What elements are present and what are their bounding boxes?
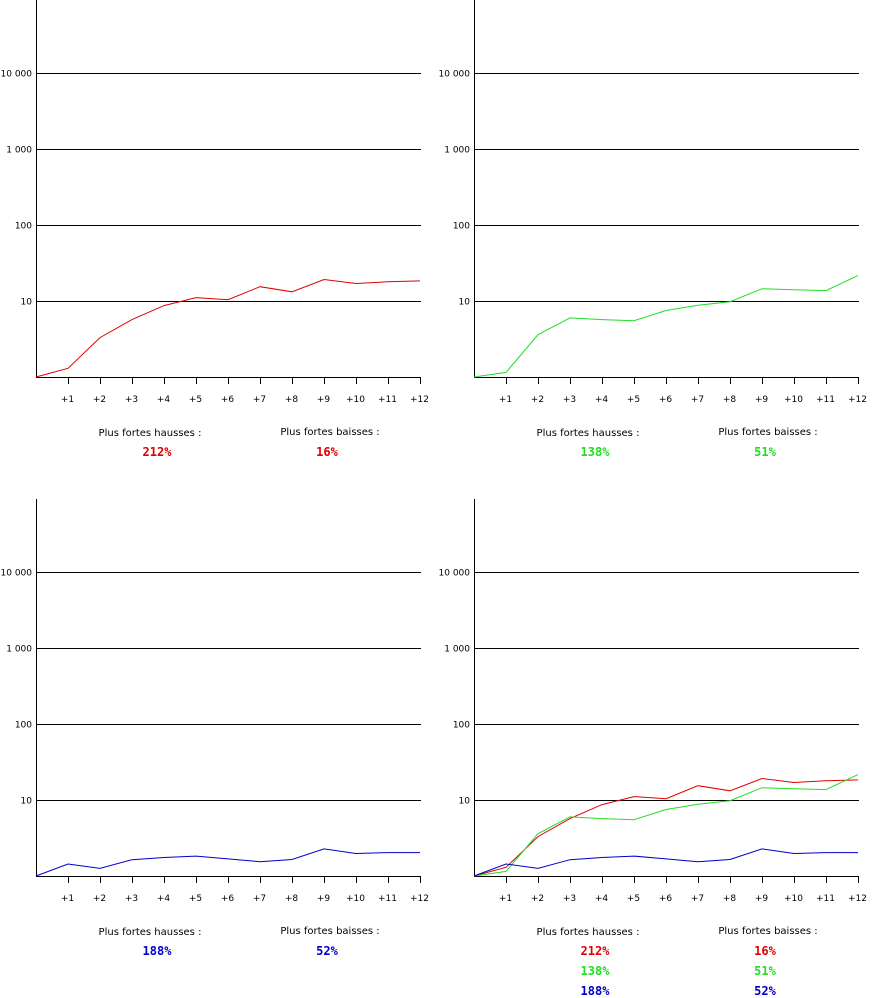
x-tick-label: +1 — [499, 395, 512, 405]
hausses-label: Plus fortes hausses : — [536, 428, 640, 439]
x-tick-label: +6 — [221, 395, 235, 405]
x-tick-label: +2 — [531, 894, 544, 904]
y-tick-label: 100 — [453, 721, 470, 731]
chart-svg: 10 100 1 000 10 000 +1 +2 +3 +4 +5 +6 +7 +8 +9 +10 +11… — [1, 499, 429, 904]
x-tick-label: +4 — [595, 395, 609, 405]
x-tick-label: +1 — [61, 894, 74, 904]
baisses-label: Plus fortes baisses : — [718, 926, 818, 937]
x-tick-label: +11 — [378, 395, 397, 405]
baisses-label: Plus fortes baisses : — [718, 427, 818, 438]
x-tick-label: +8 — [285, 894, 299, 904]
chart-svg: 10 100 1 000 10 000 +1 +2 +3 +4 +5 +6 +7 +8 +9 +10 +11… — [439, 499, 867, 904]
x-tick-label: +9 — [755, 894, 769, 904]
hausses-value: 188% — [580, 984, 610, 998]
y-tick-label: 100 — [15, 222, 32, 232]
x-tick-label: +3 — [125, 894, 138, 904]
series-line-red — [35, 278, 421, 378]
x-tick-label: +6 — [659, 894, 673, 904]
x-tick-label: +9 — [755, 395, 769, 405]
series-line-green — [473, 275, 859, 378]
x-tick-label: +11 — [816, 395, 835, 405]
y-tick-label: 10 — [459, 298, 471, 308]
y-tick-label: 10 — [21, 797, 33, 807]
x-tick-label: +4 — [595, 894, 609, 904]
hausses-value: 138% — [580, 445, 610, 459]
x-tick-label: +4 — [157, 894, 171, 904]
chart-panel-3: 10 100 1 000 10 000 +1 +2 +3 +4 +5 +6 +7 +8 +9 +10 +11… — [0, 499, 437, 997]
x-tick-label: +10 — [346, 395, 365, 405]
y-tick-label: 1 000 — [6, 146, 32, 156]
y-tick-label: 1 000 — [444, 645, 470, 655]
y-tick-label: 100 — [453, 222, 470, 232]
x-tick-label: +5 — [627, 894, 640, 904]
x-tick-label: +1 — [499, 894, 512, 904]
x-tick-label: +4 — [157, 395, 171, 405]
chart-panel-2: 10 100 1 000 10 000 +1 +2 +3 +4 +5 +6 +7 +8 +9 +10 +11… — [438, 0, 874, 498]
x-tick-label: +12 — [410, 395, 429, 405]
y-tick-label: 10 000 — [439, 569, 471, 579]
hausses-value: 212% — [142, 445, 172, 459]
x-tick-label: +10 — [784, 395, 803, 405]
x-tick-label: +7 — [691, 894, 704, 904]
x-tick-label: +3 — [125, 395, 138, 405]
hausses-value: 138% — [580, 964, 610, 978]
x-tick-label: +12 — [848, 395, 867, 405]
chart-panel-4: 10 100 1 000 10 000 +1 +2 +3 +4 +5 +6 +7 +8 +9 +10 +11… — [438, 499, 874, 998]
baisses-value: 52% — [316, 944, 338, 958]
x-tick-label: +8 — [285, 395, 299, 405]
x-tick-label: +3 — [563, 395, 576, 405]
x-tick-label: +11 — [378, 894, 397, 904]
x-tick-label: +10 — [784, 894, 803, 904]
series-line-green — [473, 774, 859, 877]
chart-panel-1: 10 100 1 000 10 000 +1 +2 +3 +4 +5 +6 +7 +8 +9 +10 +11… — [0, 0, 437, 498]
series-line-blue — [35, 848, 420, 877]
x-tick-label: +5 — [189, 894, 202, 904]
baisses-label: Plus fortes baisses : — [280, 926, 380, 937]
x-tick-label: +12 — [410, 894, 429, 904]
x-tick-label: +12 — [848, 894, 867, 904]
baisses-value: 16% — [754, 944, 776, 958]
y-tick-label: 1 000 — [6, 645, 32, 655]
x-tick-label: +1 — [61, 395, 74, 405]
baisses-value: 51% — [754, 964, 776, 978]
y-tick-label: 10 — [459, 797, 471, 807]
x-tick-label: +5 — [189, 395, 202, 405]
hausses-value: 212% — [580, 944, 610, 958]
baisses-label: Plus fortes baisses : — [280, 427, 380, 438]
x-tick-label: +7 — [691, 395, 704, 405]
hausses-label: Plus fortes hausses : — [98, 428, 202, 439]
chart-svg: 10 100 1 000 10 000 +1 +2 +3 +4 +5 +6 +7 +8 +9 +10 +11… — [439, 0, 867, 405]
x-tick-label: +5 — [627, 395, 640, 405]
y-tick-label: 10 000 — [1, 569, 33, 579]
y-tick-label: 10 — [21, 298, 33, 308]
y-tick-label: 10 000 — [1, 70, 33, 80]
y-tick-label: 10 000 — [439, 70, 471, 80]
series-line-blue — [473, 848, 858, 877]
series-line-red — [473, 777, 859, 877]
x-tick-label: +7 — [253, 894, 266, 904]
x-tick-label: +9 — [317, 395, 331, 405]
x-tick-label: +6 — [659, 395, 673, 405]
hausses-label: Plus fortes hausses : — [98, 927, 202, 938]
x-tick-label: +8 — [723, 894, 737, 904]
x-tick-label: +9 — [317, 894, 331, 904]
x-tick-label: +6 — [221, 894, 235, 904]
y-tick-label: 100 — [15, 721, 32, 731]
x-tick-label: +2 — [93, 395, 106, 405]
x-tick-label: +10 — [346, 894, 365, 904]
chart-svg: 10 100 1 000 10 000 +1 +2 +3 +4 +5 +6 +7 +8 +9 +10 +11… — [1, 0, 429, 405]
baisses-value: 51% — [754, 445, 776, 459]
hausses-label: Plus fortes hausses : — [536, 927, 640, 938]
baisses-value: 52% — [754, 984, 776, 998]
x-tick-label: +3 — [563, 894, 576, 904]
y-tick-label: 1 000 — [444, 146, 470, 156]
x-tick-label: +2 — [93, 894, 106, 904]
baisses-value: 16% — [316, 445, 338, 459]
x-tick-label: +8 — [723, 395, 737, 405]
x-tick-label: +2 — [531, 395, 544, 405]
x-tick-label: +11 — [816, 894, 835, 904]
hausses-value: 188% — [142, 944, 172, 958]
x-tick-label: +7 — [253, 395, 266, 405]
